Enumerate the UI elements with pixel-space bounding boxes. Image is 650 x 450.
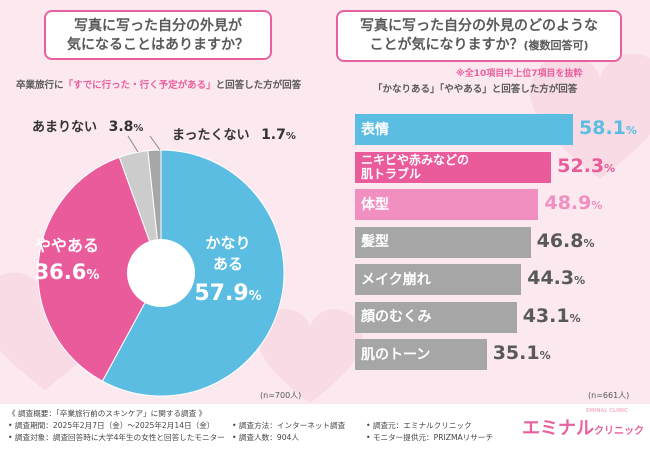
- pie-slice-1: [37, 156, 162, 382]
- bar-label-4: メイク崩れ: [361, 271, 431, 288]
- bar-2: [355, 189, 539, 220]
- pie-value-yaya: 36.6: [34, 260, 87, 284]
- pie-label-kanari: かなりある 57.9%: [188, 233, 268, 306]
- bar-label-6: 肌のトーン: [361, 346, 431, 363]
- left-question-line1: 写真に写った自分の外見が: [74, 18, 242, 34]
- bar-4: [355, 264, 522, 295]
- bar-label-3: 髪型: [361, 234, 389, 250]
- pie-value-amari: 3.8: [108, 119, 134, 135]
- pie-pct-kanari: %: [248, 289, 262, 304]
- bar-0: [355, 114, 573, 145]
- bar-1: [355, 151, 552, 183]
- footer-overview: 《 調査概要：「卒業旅行前のスキンケア」に関する調査 》: [8, 409, 207, 418]
- eminal-logo: エミナルクリニック: [522, 414, 644, 440]
- logo-tiny: EMINAL CLINIC: [586, 408, 628, 414]
- pie-center-hole: [127, 239, 195, 307]
- logo-main: エミナル: [522, 418, 594, 439]
- pie-pct-amari: %: [133, 123, 144, 134]
- footer-sponsor: • 調査元：エミナルクリニック: [366, 421, 472, 430]
- bar-value-1: 52.3%: [557, 154, 616, 177]
- pie-value-kanari: 57.9: [194, 281, 249, 306]
- background-heart-icon: [530, 53, 650, 179]
- bar-6: [355, 339, 487, 370]
- bar-5: [355, 301, 517, 333]
- pie-leader-line-1: [149, 135, 161, 151]
- bar-value-5: 43.1%: [522, 304, 581, 327]
- pie-pct-mattaku: %: [285, 131, 296, 142]
- background-heart-icon: [257, 308, 363, 403]
- bar-value-0: 58.1%: [579, 117, 637, 139]
- bar-value-2: 48.9%: [544, 192, 603, 214]
- footer-target: • 調査対象：調査回答時に大学4年生の女性と回答したモニター: [8, 433, 225, 442]
- left-subtitle: 卒業旅行に「すでに行った・行く予定がある」と回答した方が回答: [16, 80, 302, 91]
- pie-label-kanari-line2: ある: [212, 255, 243, 273]
- pie-value-mattaku: 1.7: [261, 127, 286, 143]
- bar-value-3: 46.8%: [536, 229, 595, 252]
- pie-pct-yaya: %: [86, 268, 100, 283]
- left-n-label: (n=700人): [260, 391, 302, 400]
- right-question-line2: ことが気になりますか？(複数回答可): [369, 37, 589, 53]
- footer-method: • 調査方法：インターネット調査: [232, 421, 346, 430]
- left-question-line2: 気になることはありますか？: [67, 37, 249, 53]
- bar-label-5: 顔のむくみ: [361, 309, 432, 325]
- footer-count: • 調査人数：904人: [232, 433, 299, 442]
- pie-label-kanari-value: 57.9%: [188, 281, 268, 306]
- pie-label-yaya-name: ややある: [34, 236, 99, 255]
- bar-value-6: 35.1%: [492, 342, 551, 364]
- left-question-box: 写真に写った自分の外見が 気になることはありますか？: [44, 10, 272, 60]
- pie-label-yaya: ややある 36.6%: [32, 232, 102, 284]
- pie-chart: [37, 135, 285, 397]
- footer-provider: • モニター提供元：PRIZMAリサーチ: [366, 433, 494, 442]
- pie-label-mattaku-name: まったくない: [172, 128, 250, 143]
- right-n-label: (n=661人): [588, 391, 630, 400]
- footer: 《 調査概要：「卒業旅行前のスキンケア」に関する調査 》 • 調査期間：2025…: [0, 404, 650, 450]
- bar-label-1: ニキビや赤みなどの 肌トラブル: [361, 153, 470, 181]
- pie-label-kanari-name-line1: かなりある: [205, 234, 251, 252]
- bar-label-2: 体型: [361, 196, 389, 213]
- logo-sub: クリニック: [594, 426, 644, 437]
- right-note: ※全10項目中上位7項目を抜粋: [456, 69, 583, 79]
- right-subtitle: 「かなりある」「ややある」と回答した方が回答: [373, 84, 578, 95]
- footer-period: • 調査期間：2025年2月7日（金）～2025年2月14日（金）: [8, 421, 215, 430]
- pie-label-amari-name: あまりない: [32, 120, 98, 135]
- pie-leader-line-0: [127, 135, 139, 153]
- bar-label-0: 表情: [361, 121, 389, 138]
- right-question-box: 写真に写った自分の外見のどのような ことが気になりますか？(複数回答可): [336, 10, 622, 62]
- bar-value-4: 44.3%: [527, 267, 586, 289]
- pie-label-yaya-value: 36.6%: [32, 260, 102, 284]
- pie-label-amari: あまりない 3.8%: [32, 116, 143, 135]
- right-question-line1: 写真に写った自分の外見のどのような: [360, 18, 598, 34]
- pie-label-mattaku: まったくない 1.7%: [172, 124, 296, 143]
- bar-3: [355, 226, 531, 258]
